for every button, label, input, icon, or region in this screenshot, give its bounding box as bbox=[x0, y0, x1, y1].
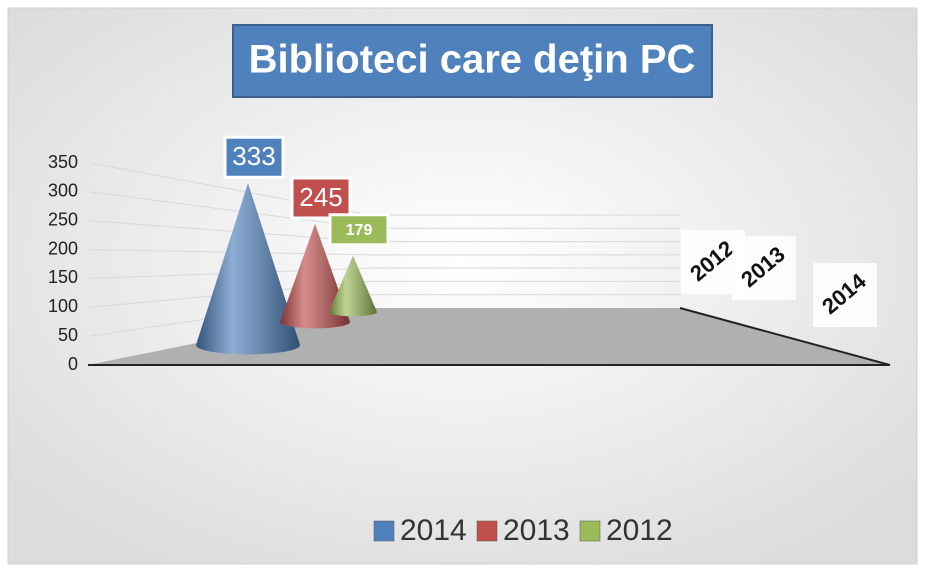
y-tick-label: 300 bbox=[48, 181, 78, 201]
legend-label: 2014 bbox=[400, 514, 467, 547]
depth-label-box bbox=[732, 236, 796, 300]
title-box bbox=[232, 24, 713, 98]
grid-line bbox=[89, 280, 680, 308]
data-label: 245 bbox=[299, 182, 342, 212]
y-tick-label: 150 bbox=[48, 267, 78, 287]
legend-swatch bbox=[579, 520, 601, 542]
grid-line bbox=[89, 249, 680, 256]
y-tick-label: 50 bbox=[58, 325, 78, 345]
data-label-box bbox=[290, 176, 352, 220]
legend-label: 2012 bbox=[606, 514, 673, 547]
depth-label-box bbox=[813, 263, 877, 327]
depth-axis bbox=[679, 307, 891, 366]
legend-swatch bbox=[476, 520, 498, 542]
grid-line bbox=[89, 294, 680, 337]
data-label: 333 bbox=[232, 141, 275, 171]
legend-swatch bbox=[373, 520, 395, 542]
chart-title: Biblioteci care deţin PC bbox=[249, 38, 696, 82]
data-label-box bbox=[223, 135, 285, 179]
cone-shade bbox=[280, 224, 350, 329]
y-tick-label: 200 bbox=[48, 238, 78, 258]
y-tick-label: 250 bbox=[48, 209, 78, 229]
grid-line bbox=[89, 267, 680, 279]
data-label: 179 bbox=[346, 222, 373, 239]
cone-shade bbox=[329, 255, 377, 317]
y-tick-label: 100 bbox=[48, 296, 78, 316]
legend-label: 2013 bbox=[503, 514, 570, 547]
cone-shade bbox=[196, 183, 300, 355]
y-tick-label: 0 bbox=[68, 354, 78, 374]
data-label-box bbox=[328, 213, 390, 247]
y-tick-label: 350 bbox=[48, 152, 78, 172]
